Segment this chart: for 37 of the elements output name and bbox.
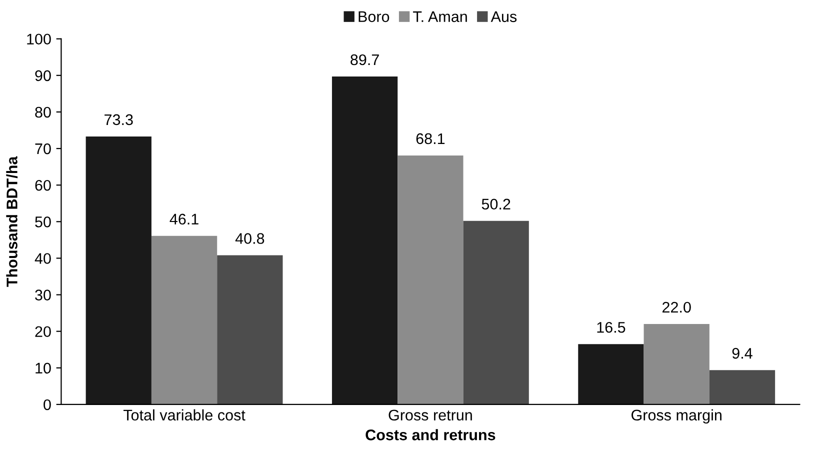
bar bbox=[578, 344, 644, 404]
data-label: 50.2 bbox=[482, 198, 510, 210]
bar bbox=[151, 236, 218, 404]
y-axis-title: Thousand BDT/ha bbox=[6, 156, 18, 287]
x-tick-label: Gross retrun bbox=[388, 410, 472, 421]
data-label: 9.4 bbox=[732, 348, 752, 359]
data-label: 16.5 bbox=[597, 322, 626, 333]
data-label: 46.1 bbox=[170, 214, 198, 225]
data-label: 89.7 bbox=[350, 54, 379, 66]
y-tick-label: 40 bbox=[34, 253, 51, 264]
y-tick-label: 80 bbox=[35, 106, 51, 118]
data-label: 22.0 bbox=[662, 302, 691, 313]
bar bbox=[86, 136, 152, 404]
y-tick-label: 100 bbox=[27, 34, 51, 45]
x-axis-title: Costs and retruns bbox=[366, 429, 496, 440]
bar bbox=[217, 255, 283, 404]
legend-label: Aus bbox=[490, 11, 517, 22]
legend-label: T. Aman bbox=[413, 11, 467, 22]
bar bbox=[644, 324, 710, 404]
bar bbox=[709, 370, 776, 404]
y-tick-label: 10 bbox=[36, 362, 51, 374]
y-tick-label: 90 bbox=[35, 70, 51, 82]
y-tick-label: 30 bbox=[35, 290, 51, 300]
bar bbox=[398, 155, 464, 404]
x-tick-label: Gross margin bbox=[632, 409, 722, 424]
y-tick-label: 0 bbox=[44, 399, 51, 410]
data-label: 68.1 bbox=[416, 133, 445, 144]
y-tick-label: 50 bbox=[35, 216, 51, 228]
y-tick-label: 70 bbox=[35, 143, 51, 154]
legend-label: Boro bbox=[358, 11, 390, 22]
y-tick-label: 60 bbox=[35, 180, 51, 191]
data-label: 73.3 bbox=[104, 114, 133, 126]
bar bbox=[332, 76, 398, 404]
y-tick-label: 20 bbox=[35, 326, 51, 338]
data-label: 40.8 bbox=[235, 233, 264, 244]
x-tick-label: Total variable cost bbox=[123, 409, 246, 421]
bar bbox=[463, 220, 529, 404]
